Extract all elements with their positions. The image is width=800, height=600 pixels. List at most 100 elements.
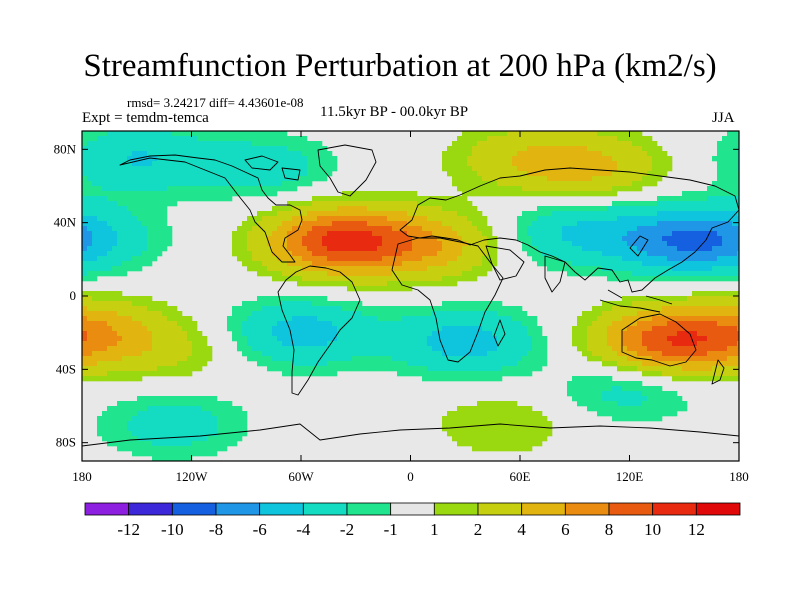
field-cell xyxy=(397,336,403,342)
field-cell xyxy=(347,331,353,337)
field-cell xyxy=(717,271,723,277)
field-cell xyxy=(697,361,703,367)
field-cell xyxy=(182,326,188,332)
field-cell xyxy=(432,216,438,222)
field-cell xyxy=(127,371,133,377)
field-cell xyxy=(657,236,663,242)
field-cell xyxy=(627,361,633,367)
field-cell xyxy=(557,136,563,142)
field-cell xyxy=(562,211,568,217)
field-cell xyxy=(442,156,448,162)
field-cell xyxy=(577,386,583,392)
field-cell xyxy=(252,161,258,167)
field-cell xyxy=(627,151,633,157)
field-cell xyxy=(247,356,253,362)
field-cell xyxy=(127,376,133,382)
field-cell xyxy=(737,276,739,282)
field-cell xyxy=(532,361,538,367)
field-cell xyxy=(612,261,618,267)
field-cell xyxy=(572,396,578,402)
field-cell xyxy=(447,346,453,352)
field-cell xyxy=(257,241,263,247)
field-cell xyxy=(82,186,88,192)
field-cell xyxy=(322,361,328,367)
field-cell xyxy=(312,216,318,222)
field-cell xyxy=(307,241,313,247)
field-cell xyxy=(137,321,143,327)
field-cell xyxy=(307,181,313,187)
field-cell xyxy=(447,246,453,252)
field-cell xyxy=(162,406,168,412)
field-cell xyxy=(242,306,248,312)
field-cell xyxy=(632,321,638,327)
field-cell xyxy=(82,171,88,177)
field-cell xyxy=(312,226,318,232)
field-cell xyxy=(657,371,663,377)
field-cell xyxy=(107,176,113,182)
field-cell xyxy=(132,341,138,347)
plot-title: Streamfunction Perturbation at 200 hPa (… xyxy=(83,48,717,84)
field-cell xyxy=(297,301,303,307)
field-cell xyxy=(712,206,718,212)
field-cell xyxy=(452,301,458,307)
field-cell xyxy=(177,311,183,317)
field-cell xyxy=(442,306,448,312)
field-cell xyxy=(622,236,628,242)
field-cell xyxy=(617,256,623,262)
field-cell xyxy=(97,171,103,177)
field-cell xyxy=(157,251,163,257)
field-cell xyxy=(712,156,718,162)
field-cell xyxy=(182,401,188,407)
field-cell xyxy=(242,166,248,172)
field-cell xyxy=(112,246,118,252)
field-cell xyxy=(352,226,358,232)
field-cell xyxy=(327,161,333,167)
field-cell xyxy=(587,386,593,392)
field-cell xyxy=(402,261,408,267)
field-cell xyxy=(292,236,298,242)
field-cell xyxy=(232,231,238,237)
field-cell xyxy=(187,141,193,147)
field-cell xyxy=(387,336,393,342)
field-cell xyxy=(167,181,173,187)
field-cell xyxy=(277,351,283,357)
field-cell xyxy=(177,136,183,142)
field-cell xyxy=(337,331,343,337)
field-cell xyxy=(247,351,253,357)
field-cell xyxy=(292,296,298,302)
field-cell xyxy=(397,226,403,232)
field-cell xyxy=(662,241,668,247)
field-cell xyxy=(447,366,453,372)
field-cell xyxy=(147,161,153,167)
field-cell xyxy=(452,156,458,162)
field-cell xyxy=(587,156,593,162)
field-cell xyxy=(162,196,168,202)
field-cell xyxy=(587,151,593,157)
field-cell xyxy=(587,166,593,172)
field-cell xyxy=(242,231,248,237)
field-cell xyxy=(662,206,668,212)
field-cell xyxy=(422,361,428,367)
field-cell xyxy=(542,336,548,342)
field-cell xyxy=(327,196,333,202)
field-cell xyxy=(492,151,498,157)
field-cell xyxy=(587,271,593,277)
field-cell xyxy=(247,301,253,307)
field-cell xyxy=(117,221,123,227)
field-cell xyxy=(337,276,343,282)
field-cell xyxy=(662,156,668,162)
field-cell xyxy=(342,301,348,307)
field-cell xyxy=(487,241,493,247)
field-cell xyxy=(712,366,718,372)
field-cell xyxy=(262,166,268,172)
field-cell xyxy=(652,151,658,157)
field-cell xyxy=(462,186,468,192)
field-cell xyxy=(472,216,478,222)
field-cell xyxy=(712,301,718,307)
field-cell xyxy=(327,171,333,177)
field-cell xyxy=(227,401,233,407)
field-cell xyxy=(202,191,208,197)
field-cell xyxy=(302,306,308,312)
field-cell xyxy=(472,151,478,157)
field-cell xyxy=(312,276,318,282)
